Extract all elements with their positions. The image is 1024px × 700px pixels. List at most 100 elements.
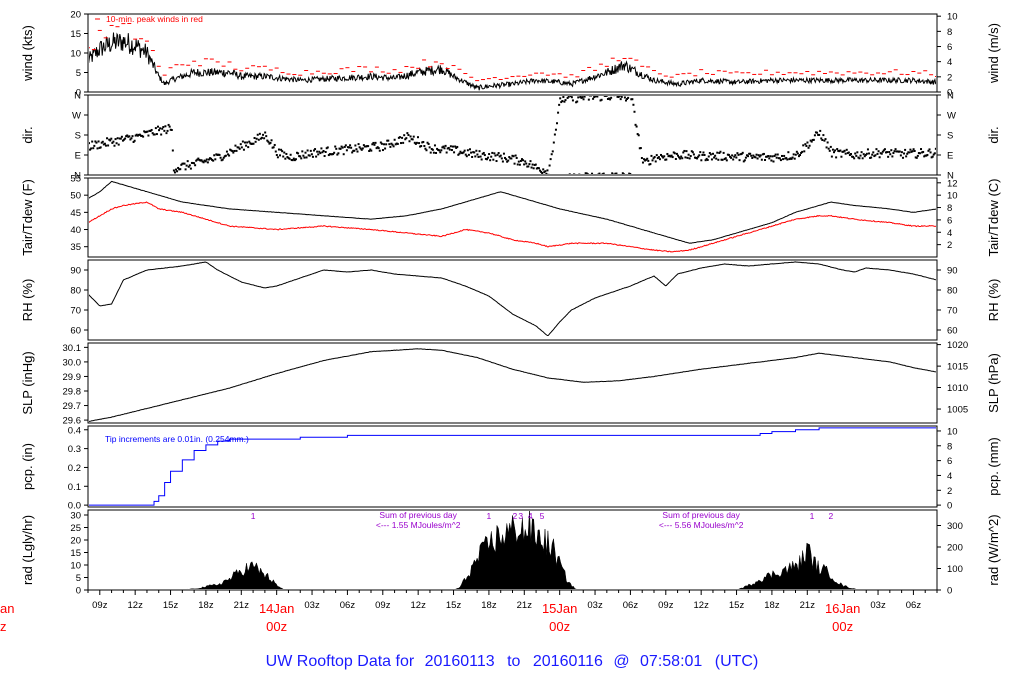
dir-right-tick-label: W [947,111,956,122]
direction-point [300,157,303,160]
direction-point [930,156,933,159]
direction-point [357,143,360,146]
direction-point [560,101,563,104]
direction-point [646,157,649,160]
slp-frame [87,342,938,424]
direction-point [728,155,731,158]
direction-point [612,173,615,174]
direction-point [443,147,446,150]
direction-point [737,153,740,156]
direction-point [601,173,604,174]
rad-marker-label: 1 [487,511,492,521]
direction-point [470,151,473,154]
direction-point [632,103,635,106]
direction-point [106,137,109,140]
direction-point [749,152,752,155]
direction-point [592,97,595,100]
rad-ylabel-right: rad (W/m^2) [986,514,1001,585]
direction-point [548,164,551,167]
rad-ylabel-left: rad (Lgly/hr) [20,515,35,585]
wind-left-tick-label: 5 [76,68,81,79]
direction-point [430,148,433,151]
direction-point [635,125,638,128]
direction-point [762,152,765,155]
direction-point [571,99,574,102]
direction-point [198,158,201,161]
direction-point [495,160,498,163]
rad-marker-label: 1 [810,511,815,521]
direction-point [533,163,536,166]
rad-left-tick-label: 20 [70,536,81,547]
direction-point [279,154,282,157]
direction-point [233,149,236,152]
direction-point [671,156,674,159]
direction-point [386,139,389,142]
rad-left-tick-label: 5 [76,573,81,584]
direction-point [141,134,144,137]
direction-point [910,150,913,153]
direction-point [529,160,532,163]
direction-point [630,98,633,101]
direction-point [339,147,342,150]
direction-point [151,132,154,135]
pcp-left-tick-label: 0.2 [68,463,81,474]
direction-point [112,140,115,143]
direction-point [294,158,297,161]
direction-point [125,135,128,138]
direction-point [146,130,149,133]
direction-point [193,162,196,165]
direction-point [220,159,223,162]
rad-marker-label: 4 [528,511,533,521]
direction-point [742,160,745,163]
direction-point [617,96,620,99]
direction-point [237,146,240,149]
direction-point [376,146,379,149]
direction-point [889,153,892,156]
direction-point [111,141,114,144]
direction-point [845,148,848,151]
direction-point [179,168,182,171]
direction-point [541,171,544,174]
direction-point [327,154,330,157]
direction-point [723,158,726,161]
direction-point [299,155,302,158]
direction-point [686,156,689,159]
direction-point [831,148,834,151]
direction-point [96,147,99,150]
direction-point [689,155,692,158]
rad-annotation: <--- 1.55 MJoules/m^2 [376,520,461,530]
pcp-left-tick-label: 0.1 [68,482,81,493]
direction-point [326,146,329,149]
direction-point [219,156,222,159]
x-tick-label: 06z [906,600,922,611]
direction-point [895,150,898,153]
direction-point [608,97,611,100]
direction-point [169,128,172,131]
direction-point [756,157,759,160]
direction-point [427,142,430,145]
direction-point [927,149,930,152]
direction-point [866,148,869,151]
direction-point [478,150,481,153]
direction-point [452,145,455,148]
direction-point [310,153,313,156]
direction-point [827,147,830,150]
panel-wind: 0 5 10 15 20 0 2 4 6 8 10 wind (kts) wind (m/s) 10-mi… [20,10,1001,99]
direction-point [490,155,493,158]
direction-point [229,148,232,151]
pcp-right-tick-label: 10 [947,426,958,437]
direction-point [304,151,307,154]
direction-point [755,153,758,156]
direction-point [402,141,405,144]
direction-point [103,142,106,145]
direction-point [792,153,795,156]
direction-point [257,138,260,141]
direction-point [514,154,517,157]
direction-point [832,151,835,154]
direction-point [561,100,564,103]
direction-point [140,134,143,137]
direction-point [409,135,412,138]
direction-point [828,149,831,152]
direction-point [166,129,169,132]
